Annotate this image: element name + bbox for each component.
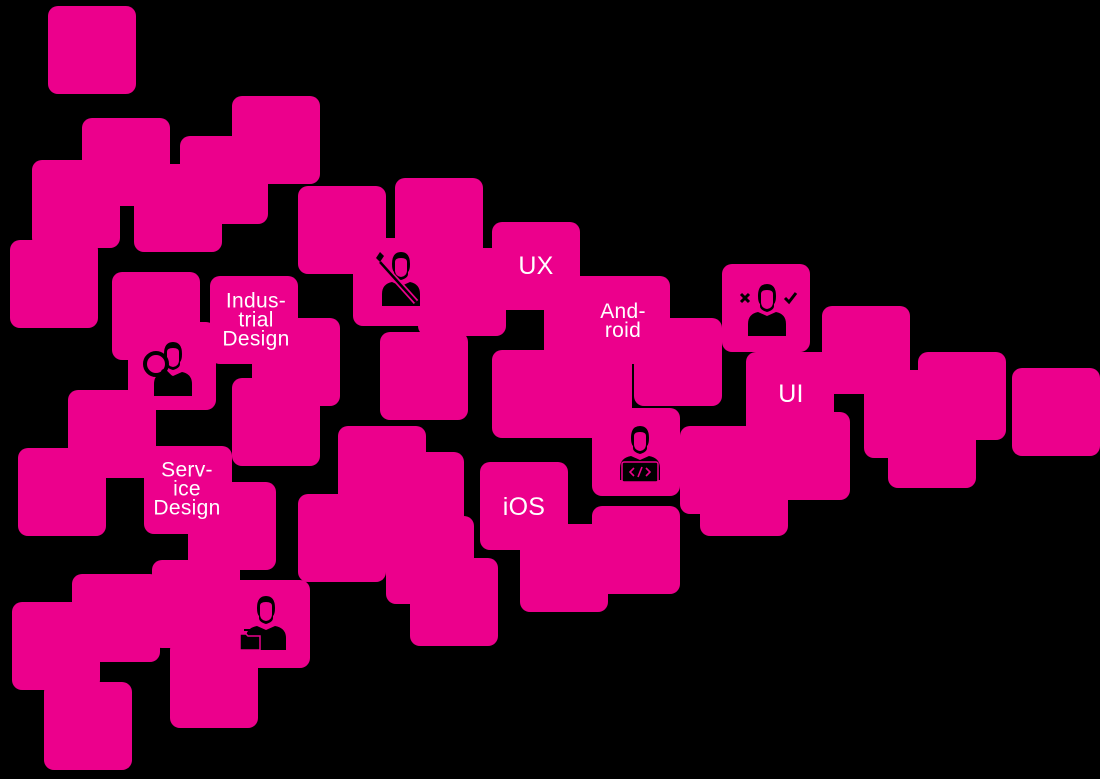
tile (48, 6, 136, 94)
tile (12, 602, 100, 690)
tile (32, 160, 120, 248)
tile (44, 682, 132, 770)
tile (1012, 368, 1100, 456)
tile (10, 240, 98, 328)
label-industrial-design: Indus- trial Design (222, 289, 290, 351)
tile (410, 558, 498, 646)
tile (634, 318, 722, 406)
tile (888, 400, 976, 488)
tile (170, 640, 258, 728)
tile (418, 248, 506, 336)
label-android: And- roid (600, 300, 646, 342)
person-with-laptop-code-icon (614, 424, 666, 484)
person-with-paintbrush-icon (374, 250, 426, 308)
person-with-magnifier-icon (140, 340, 198, 398)
tile (592, 506, 680, 594)
person-with-cross-and-check-icon (738, 282, 798, 338)
person-with-folders-icon (238, 594, 290, 652)
tile (762, 412, 850, 500)
tile (188, 482, 276, 570)
tile (134, 164, 222, 252)
label-ui: UI (778, 380, 804, 408)
tile (18, 448, 106, 536)
tile (298, 494, 386, 582)
label-service-design: Serv- ice Design (153, 458, 221, 520)
label-ux: UX (518, 252, 554, 280)
tile (380, 332, 468, 420)
label-ios: iOS (502, 493, 546, 521)
tile (232, 378, 320, 466)
